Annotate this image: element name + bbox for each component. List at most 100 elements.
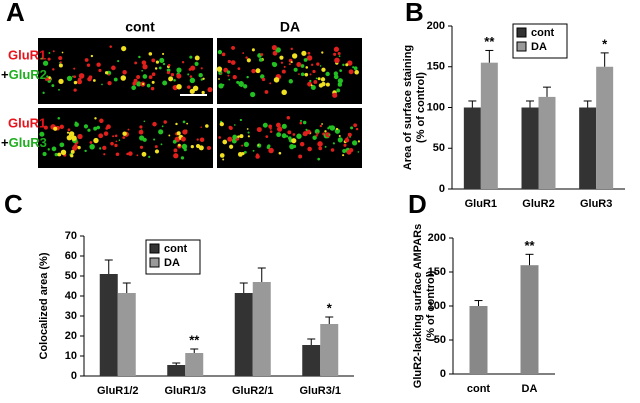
- speckle: [99, 147, 102, 150]
- speckle: [310, 84, 316, 90]
- x-tick-label: cont: [467, 383, 491, 395]
- speckle: [219, 153, 225, 158]
- speckle: [158, 129, 164, 135]
- speckle: [150, 86, 155, 91]
- speckle: [311, 63, 314, 66]
- speckle: [122, 69, 127, 75]
- speckle: [296, 133, 302, 139]
- speckle: [338, 134, 341, 138]
- speckle: [312, 69, 316, 74]
- speckle: [302, 131, 308, 137]
- speckle: [241, 144, 244, 147]
- speckle: [68, 131, 75, 137]
- speckle: [275, 47, 281, 53]
- speckle: [168, 76, 174, 82]
- speckle: [342, 149, 347, 154]
- speckle: [252, 149, 255, 152]
- speckle: [223, 67, 229, 73]
- row-label: GluR1: [8, 47, 46, 62]
- speckle: [48, 51, 51, 54]
- legend-label: DA: [531, 41, 547, 53]
- speckle: [338, 55, 341, 57]
- speckle: [301, 50, 307, 56]
- speckle: [247, 131, 250, 134]
- speckle: [142, 64, 148, 70]
- speckle: [103, 153, 106, 156]
- speckle: [261, 77, 266, 82]
- y-tick-label: 100: [428, 300, 446, 312]
- speckle: [321, 51, 324, 54]
- speckle: [342, 63, 345, 67]
- speckle: [189, 55, 193, 59]
- panel-letter: B: [405, 0, 424, 27]
- speckle: [333, 52, 337, 56]
- speckle: [355, 127, 359, 131]
- speckle: [328, 133, 331, 136]
- row-label-green: GluR3: [9, 135, 47, 150]
- y-tick-label: 0: [439, 183, 445, 195]
- speckle: [305, 66, 309, 69]
- speckle: [148, 75, 153, 80]
- speckle: [108, 73, 111, 76]
- speckle: [128, 151, 133, 156]
- speckle: [236, 80, 240, 84]
- speckle: [196, 138, 199, 141]
- speckle: [122, 136, 126, 139]
- speckle: [329, 125, 336, 131]
- speckle: [47, 57, 51, 61]
- bar: [579, 107, 597, 189]
- bar: [520, 265, 539, 374]
- speckle: [324, 130, 327, 133]
- speckle: [255, 68, 261, 74]
- significance: **: [524, 238, 535, 253]
- speckle: [237, 135, 240, 138]
- speckle: [332, 142, 335, 145]
- speckle: [154, 149, 160, 154]
- bar: [252, 282, 271, 376]
- speckle: [313, 79, 318, 84]
- row-label: +GluR3: [1, 135, 47, 150]
- y-tick-label: 30: [65, 310, 77, 322]
- speckle: [77, 133, 83, 140]
- speckle: [298, 73, 300, 75]
- speckle: [98, 68, 102, 73]
- speckle: [317, 141, 323, 147]
- speckle: [272, 50, 278, 56]
- speckle: [292, 144, 297, 149]
- y-tick-label: 50: [434, 334, 446, 346]
- speckle: [265, 135, 269, 139]
- speckle: [195, 143, 201, 149]
- row-label: +GluR2: [1, 67, 47, 82]
- speckle: [262, 122, 268, 128]
- legend-swatch: [149, 243, 160, 254]
- speckle: [151, 72, 156, 77]
- legend-label: cont: [531, 27, 555, 39]
- speckle: [221, 52, 226, 57]
- speckle: [278, 151, 282, 155]
- speckle: [288, 63, 291, 66]
- x-tick-label: GluR2: [522, 198, 554, 210]
- speckle: [198, 145, 204, 151]
- speckle: [84, 149, 87, 153]
- speckle: [96, 125, 101, 130]
- speckle: [306, 55, 313, 61]
- speckle: [105, 126, 109, 130]
- speckle: [155, 60, 160, 64]
- y-tick-label: 150: [428, 266, 446, 278]
- speckle: [83, 124, 89, 129]
- speckle: [336, 88, 341, 93]
- speckle: [182, 129, 188, 135]
- speckle: [232, 134, 238, 140]
- speckle: [228, 78, 231, 81]
- speckle: [183, 148, 187, 152]
- bar: [596, 66, 614, 189]
- speckle: [268, 147, 274, 154]
- speckle: [222, 83, 225, 86]
- x-tick-label: GluR1/2: [97, 385, 139, 397]
- speckle: [162, 52, 165, 55]
- speckle: [266, 145, 270, 150]
- speckle: [182, 120, 186, 124]
- speckle: [350, 126, 354, 130]
- speckle: [43, 125, 48, 130]
- speckle: [40, 57, 43, 60]
